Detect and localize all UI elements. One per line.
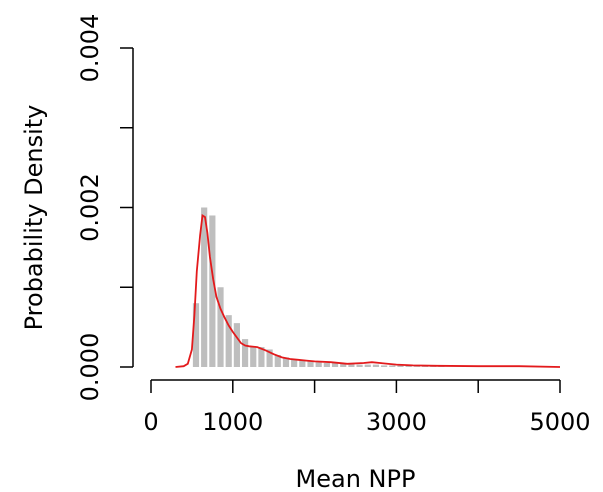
density-curve [175,213,561,368]
histogram-bar [250,346,257,367]
histogram-bar [372,364,380,367]
histogram-bar [241,339,249,367]
histogram-bar [389,365,396,367]
histogram-bar [331,363,339,367]
histogram-bar [233,323,240,367]
histogram-bar [364,364,371,367]
y-axis-title: Probability Density [20,105,48,331]
histogram-bar [348,363,355,367]
histogram-bar [274,355,281,367]
y-tick-label: 0.002 [76,173,104,242]
histogram-bar [381,365,388,367]
histogram-bar [217,287,224,367]
x-tick-label: 5000 [529,408,590,436]
histogram-bar [291,359,298,367]
histogram-bar [225,315,232,367]
x-tick-label: 0 [143,408,158,436]
histogram-bar [307,361,314,367]
histogram-bar [421,366,429,367]
x-tick-label: 1000 [202,408,263,436]
histogram-bars [192,207,445,367]
y-axis: 0.000 0.002 0.004 [76,14,134,402]
histogram-bar [266,349,273,367]
histogram-bar [315,362,322,367]
histogram-bar [413,366,420,367]
histogram-bar [258,347,265,367]
histogram-bar [192,303,200,367]
histogram-bar [201,207,208,367]
histogram-bar [397,365,404,367]
histogram-bar [209,215,216,367]
histogram-bar [282,357,290,367]
x-axis-title: Mean NPP [296,465,416,492]
x-axis: 0 1000 3000 5000 [143,379,591,436]
histogram-bar [405,365,412,367]
x-tick-label: 3000 [366,408,427,436]
histogram-bar [323,363,330,367]
y-tick-label: 0.000 [76,333,104,402]
y-tick-label: 0.004 [76,14,104,83]
histogram-bar [356,364,363,367]
histogram-bar [340,363,347,367]
histogram-bar [299,360,306,367]
